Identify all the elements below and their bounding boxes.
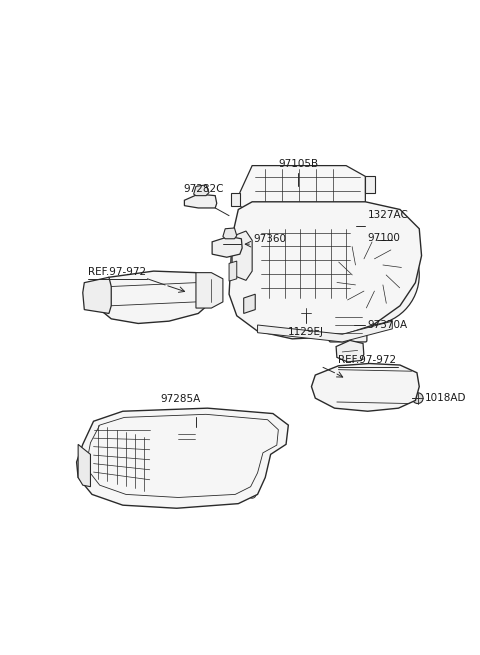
Text: 1018AD: 1018AD [425,393,466,403]
Text: 97370A: 97370A [368,320,408,330]
Circle shape [319,225,419,325]
Circle shape [131,420,138,428]
Circle shape [300,308,312,319]
FancyBboxPatch shape [174,428,199,447]
Polygon shape [244,294,255,314]
Circle shape [174,426,180,431]
Polygon shape [77,408,288,508]
Polygon shape [78,444,90,487]
Polygon shape [83,277,111,314]
Polygon shape [240,166,365,217]
Circle shape [265,443,273,451]
Circle shape [141,417,148,425]
Circle shape [262,425,269,433]
Circle shape [147,428,153,433]
Text: 97282C: 97282C [183,184,224,194]
Text: REF.97-972: REF.97-972 [88,267,146,277]
Circle shape [335,240,404,310]
Circle shape [169,413,177,421]
Circle shape [366,377,384,396]
Circle shape [169,428,238,496]
Ellipse shape [316,383,330,390]
Text: 1327AC: 1327AC [368,210,408,220]
Polygon shape [193,185,209,196]
Polygon shape [230,193,240,206]
Text: 97360: 97360 [254,234,287,244]
Circle shape [371,382,380,391]
Circle shape [355,222,365,231]
Polygon shape [365,176,375,193]
Circle shape [352,258,386,292]
Circle shape [135,430,141,436]
Text: REF.97-972: REF.97-972 [338,355,396,365]
Polygon shape [232,231,252,280]
Polygon shape [229,202,421,339]
FancyBboxPatch shape [329,310,367,342]
Polygon shape [184,194,217,208]
Polygon shape [336,341,364,362]
Polygon shape [96,271,211,324]
Polygon shape [196,272,223,308]
Text: 97285A: 97285A [160,394,201,403]
Text: 97100: 97100 [368,233,400,242]
Polygon shape [258,321,392,342]
Circle shape [238,413,246,421]
Circle shape [155,292,168,304]
Circle shape [182,441,225,483]
Polygon shape [312,364,419,411]
Circle shape [412,393,423,403]
Text: 97105B: 97105B [278,159,318,170]
Circle shape [248,491,256,498]
Polygon shape [212,236,242,257]
Text: 1129EJ: 1129EJ [288,327,324,337]
Ellipse shape [87,291,104,301]
Polygon shape [229,261,237,281]
Circle shape [234,421,240,426]
Polygon shape [223,228,237,239]
